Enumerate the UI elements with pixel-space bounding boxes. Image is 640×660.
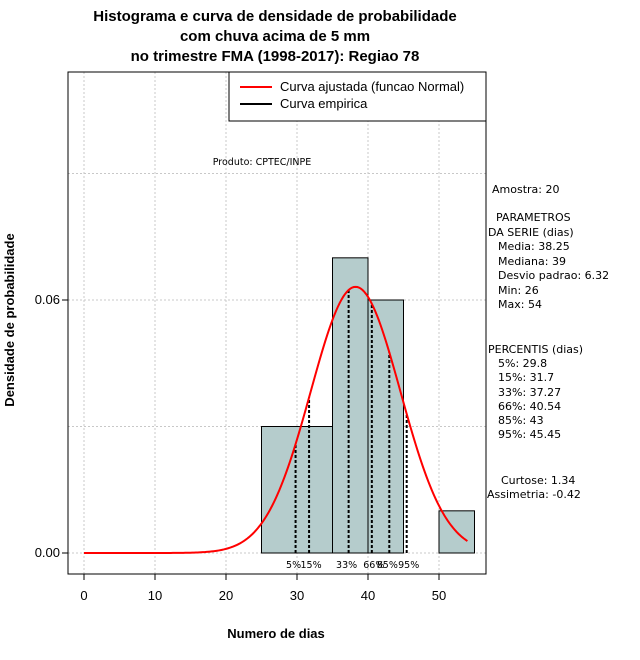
y-tick-label-0: 0.00	[35, 545, 60, 560]
x-tick-label-20: 20	[219, 588, 233, 603]
y-axis-title: Densidade de probabilidade	[2, 233, 17, 406]
x-tick-label-30: 30	[290, 588, 304, 603]
normal-fit-curve	[84, 285, 468, 554]
x-tick-label-0: 0	[80, 588, 87, 603]
stat-max: Max: 54	[498, 298, 542, 311]
stat-mediana: Mediana: 39	[498, 255, 566, 268]
y-tick-label-0.06: 0.06	[35, 292, 60, 307]
percentile-lines	[294, 290, 408, 553]
histogram-bars	[261, 257, 475, 554]
histogram-bar-0	[261, 426, 333, 554]
percentile-label-15%: 15%	[301, 560, 322, 571]
percentile-label-5%: 5%	[286, 560, 301, 571]
chart-title-line-2: com chuva acima de 5 mm	[180, 28, 370, 45]
legend-label-empirical: Curva empirica	[280, 96, 368, 111]
y-axis: 0.00 0.06	[35, 292, 68, 560]
stat-p95: 95%: 45.45	[498, 428, 561, 441]
stat-p5: 5%: 29.8	[498, 357, 547, 370]
stat-amostra: Amostra: 20	[492, 183, 559, 196]
x-tick-label-50: 50	[432, 588, 446, 603]
chart-title-line-3: no trimestre FMA (1998-2017): Regiao 78	[131, 48, 420, 65]
stat-assimetria: Assimetria: -0.42	[487, 488, 581, 501]
stat-media: Media: 38.25	[498, 240, 570, 253]
legend-label-fitted: Curva ajustada (funcao Normal)	[280, 79, 464, 94]
x-axis-title: Numero de dias	[227, 626, 325, 641]
legend-box	[228, 71, 487, 122]
percentile-label-95%: 95%	[398, 560, 419, 571]
percentile-label-66%: 66%	[363, 560, 384, 571]
stat-param-header-2: DA SERIE (dias)	[488, 226, 574, 239]
stat-percentis-header: PERCENTIS (dias)	[488, 343, 583, 356]
legend: Curva ajustada (funcao Normal) Curva emp…	[228, 71, 487, 122]
stat-p85: 85%: 43	[498, 414, 544, 427]
stats-panel: Amostra: 20 PARAMETROS DA SERIE (dias) M…	[487, 183, 609, 501]
stat-p33: 33%: 37.27	[498, 386, 561, 399]
stat-param-header-1: PARAMETROS	[496, 211, 571, 224]
histogram-bar-1	[332, 257, 369, 554]
chart-title-line-1: Histograma e curva de densidade de proba…	[93, 8, 456, 25]
product-label: Produto: CPTEC/INPE	[213, 157, 312, 168]
x-axis: 0 10 20 30 40 50	[80, 573, 446, 603]
fitted-curve-group	[84, 285, 468, 554]
stat-min: Min: 26	[498, 284, 539, 297]
x-tick-label-10: 10	[148, 588, 162, 603]
percentile-label-85%: 85%	[377, 560, 398, 571]
stat-p15: 15%: 31.7	[498, 371, 554, 384]
percentile-label-33%: 33%	[336, 560, 357, 571]
percentile-labels: 5% 15% 33% 66%85% 95%	[286, 560, 419, 571]
stat-p66: 66%: 40.54	[498, 400, 561, 413]
x-tick-label-40: 40	[361, 588, 375, 603]
stat-curtose: Curtose: 1.34	[501, 474, 575, 487]
stat-desvio: Desvio padrao: 6.32	[498, 269, 609, 282]
